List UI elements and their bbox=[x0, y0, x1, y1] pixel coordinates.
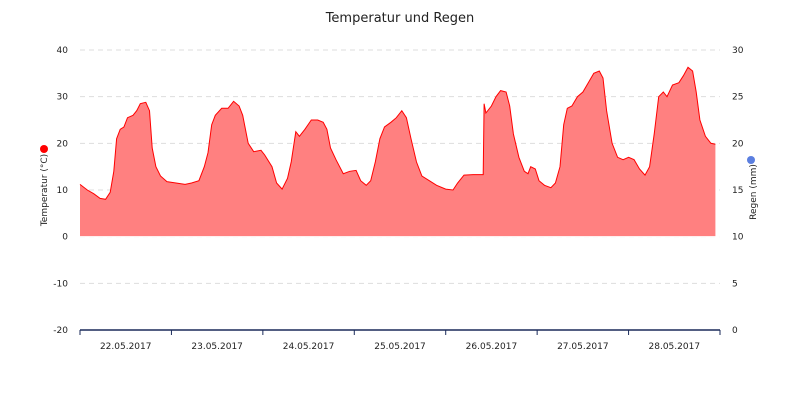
series-layer bbox=[79, 66, 720, 238]
chart-title: Temperatur und Regen bbox=[325, 11, 475, 26]
y-right-tick-label: 5 bbox=[732, 279, 738, 289]
x-tick-label: 27.05.2017 bbox=[557, 342, 609, 352]
y-right-tick-label: 30 bbox=[732, 46, 744, 56]
y-right-tick-label: 0 bbox=[732, 326, 738, 336]
y-left-series-marker bbox=[40, 145, 48, 153]
x-tick-label: 22.05.2017 bbox=[100, 342, 152, 352]
x-tick-label: 28.05.2017 bbox=[649, 342, 701, 352]
x-tick-label: 23.05.2017 bbox=[191, 342, 243, 352]
y-left-tick-label: -10 bbox=[53, 279, 68, 289]
y-left-axis-label: Temperatur (°C) bbox=[40, 154, 50, 227]
x-tick-label: 26.05.2017 bbox=[466, 342, 518, 352]
x-tick-label: 24.05.2017 bbox=[283, 342, 335, 352]
y-left-tick-label: 40 bbox=[57, 46, 69, 56]
y-left-tick-label: 20 bbox=[57, 139, 69, 149]
y-left-tick-label: 30 bbox=[57, 93, 69, 103]
y-right-series-marker bbox=[747, 156, 755, 164]
temperature-area bbox=[80, 67, 716, 237]
y-right-tick-label: 20 bbox=[732, 139, 744, 149]
y-right-tick-label: 10 bbox=[732, 233, 744, 243]
y-left-tick-label: 10 bbox=[57, 186, 69, 196]
y-right-tick-label: 15 bbox=[732, 186, 743, 196]
y-right-axis-label: Regen (mm) bbox=[749, 164, 759, 220]
y-left-tick-label: 0 bbox=[62, 233, 68, 243]
y-right-tick-label: 25 bbox=[732, 93, 743, 103]
axes: -20 -10 0 10 20 30 40 0 5 10 15 20 25 30 22.05.2017 23.… bbox=[53, 46, 743, 352]
y-left-tick-label: -20 bbox=[53, 326, 68, 336]
temperature-line bbox=[79, 66, 716, 200]
x-tick-label: 25.05.2017 bbox=[374, 342, 426, 352]
